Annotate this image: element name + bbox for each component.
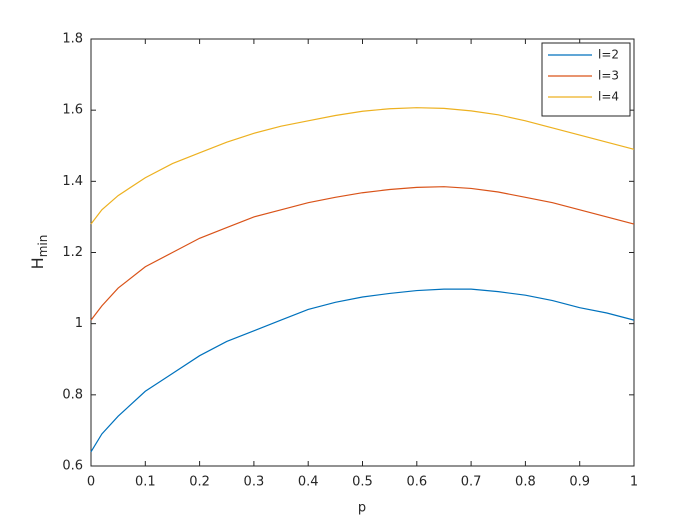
- legend-label: l=4: [598, 90, 619, 104]
- line-series: [90, 107, 635, 225]
- legend-label: l=3: [598, 69, 619, 83]
- x-tick-label: 0.8: [515, 475, 536, 490]
- x-axis-label: p: [358, 501, 366, 516]
- y-tick-label: 1.6: [62, 103, 83, 118]
- y-tick-label: 1.2: [62, 245, 83, 260]
- x-tick-label: 0.2: [189, 475, 210, 490]
- x-tick-label: 0.1: [135, 475, 156, 490]
- line-series: [90, 186, 635, 321]
- x-tick-label: 0.6: [406, 475, 427, 490]
- y-tick-label: 1.8: [62, 32, 83, 47]
- y-tick-label: 1: [75, 316, 83, 331]
- x-tick-label: 0.9: [569, 475, 590, 490]
- x-tick-label: 0.3: [244, 475, 265, 490]
- y-axis-label: Hmin: [28, 235, 50, 270]
- x-tick-label: 0.4: [298, 475, 319, 490]
- y-label-sub: min: [36, 235, 50, 258]
- y-tick-label: 1.4: [62, 174, 83, 189]
- x-tick-label: 1: [630, 475, 638, 490]
- y-tick-label: 0.8: [62, 387, 83, 402]
- y-label-main: H: [28, 257, 47, 269]
- legend-label: l=2: [598, 48, 619, 62]
- y-tick-label: 0.6: [62, 459, 83, 474]
- x-tick-label: 0: [87, 475, 95, 490]
- x-tick-label: 0.7: [461, 475, 482, 490]
- x-tick-label: 0.5: [352, 475, 373, 490]
- line-series: [90, 288, 635, 453]
